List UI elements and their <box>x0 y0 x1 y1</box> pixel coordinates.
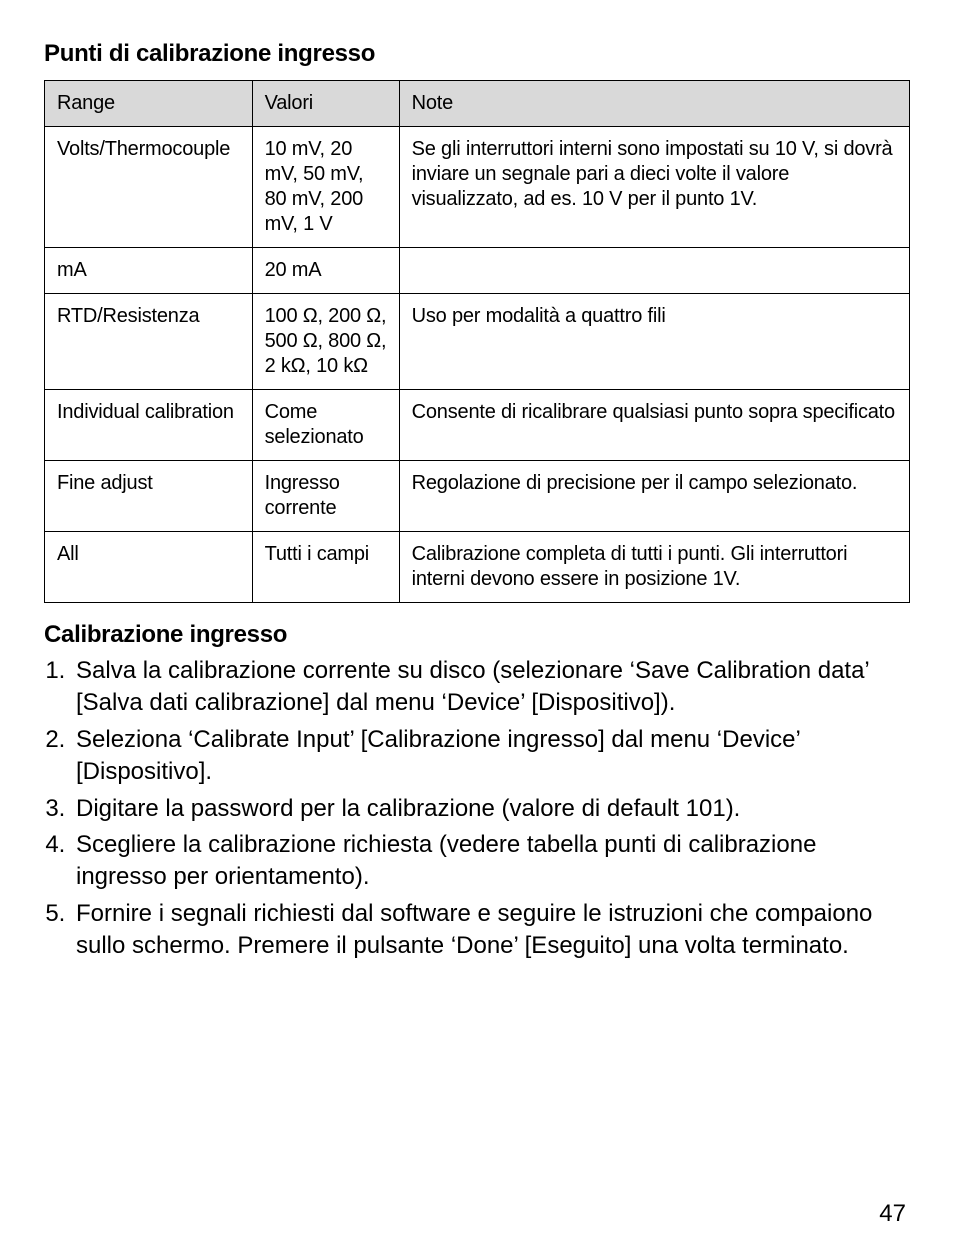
table-row: mA 20 mA <box>45 248 910 294</box>
cell-note: Regolazione di precisione per il campo s… <box>399 461 909 532</box>
calibration-points-table: Range Valori Note Volts/Thermocouple 10 … <box>44 80 910 603</box>
cell-note: Calibrazione completa di tutti i punti. … <box>399 532 909 603</box>
page-number: 47 <box>879 1200 906 1228</box>
cell-range: Fine adjust <box>45 461 253 532</box>
cell-valori: Come selezionato <box>252 390 399 461</box>
table-header-row: Range Valori Note <box>45 81 910 127</box>
list-item: Salva la calibrazione corrente su disco … <box>72 655 910 720</box>
cell-valori: Tutti i campi <box>252 532 399 603</box>
cell-valori: 20 mA <box>252 248 399 294</box>
cell-range: Individual calibration <box>45 390 253 461</box>
section-title-calibration-input: Calibrazione ingresso <box>44 621 910 649</box>
table-row: RTD/Resistenza 100 Ω, 200 Ω, 500 Ω, 800 … <box>45 294 910 390</box>
cell-valori: Ingresso corrente <box>252 461 399 532</box>
cell-note: Se gli interruttori interni sono imposta… <box>399 127 909 248</box>
calibration-steps-list: Salva la calibrazione corrente su disco … <box>44 655 910 963</box>
cell-valori: 10 mV, 20 mV, 50 mV, 80 mV, 200 mV, 1 V <box>252 127 399 248</box>
cell-note: Uso per modalità a quattro fili <box>399 294 909 390</box>
cell-note: Consente di ricalibrare qualsiasi punto … <box>399 390 909 461</box>
table-row: Volts/Thermocouple 10 mV, 20 mV, 50 mV, … <box>45 127 910 248</box>
section-title-calibration-points: Punti di calibrazione ingresso <box>44 40 910 68</box>
cell-range: All <box>45 532 253 603</box>
table-row: Fine adjust Ingresso corrente Regolazion… <box>45 461 910 532</box>
cell-valori: 100 Ω, 200 Ω, 500 Ω, 800 Ω, 2 kΩ, 10 kΩ <box>252 294 399 390</box>
table-row: Individual calibration Come selezionato … <box>45 390 910 461</box>
list-item: Seleziona ‘Calibrate Input’ [Calibrazion… <box>72 724 910 789</box>
list-item: Scegliere la calibrazione richiesta (ved… <box>72 829 910 894</box>
cell-note <box>399 248 909 294</box>
cell-range: Volts/Thermocouple <box>45 127 253 248</box>
list-item: Digitare la password per la calibrazione… <box>72 793 910 825</box>
col-header-range: Range <box>45 81 253 127</box>
cell-range: RTD/Resistenza <box>45 294 253 390</box>
table-row: All Tutti i campi Calibrazione completa … <box>45 532 910 603</box>
list-item: Fornire i segnali richiesti dal software… <box>72 898 910 963</box>
col-header-note: Note <box>399 81 909 127</box>
col-header-valori: Valori <box>252 81 399 127</box>
cell-range: mA <box>45 248 253 294</box>
